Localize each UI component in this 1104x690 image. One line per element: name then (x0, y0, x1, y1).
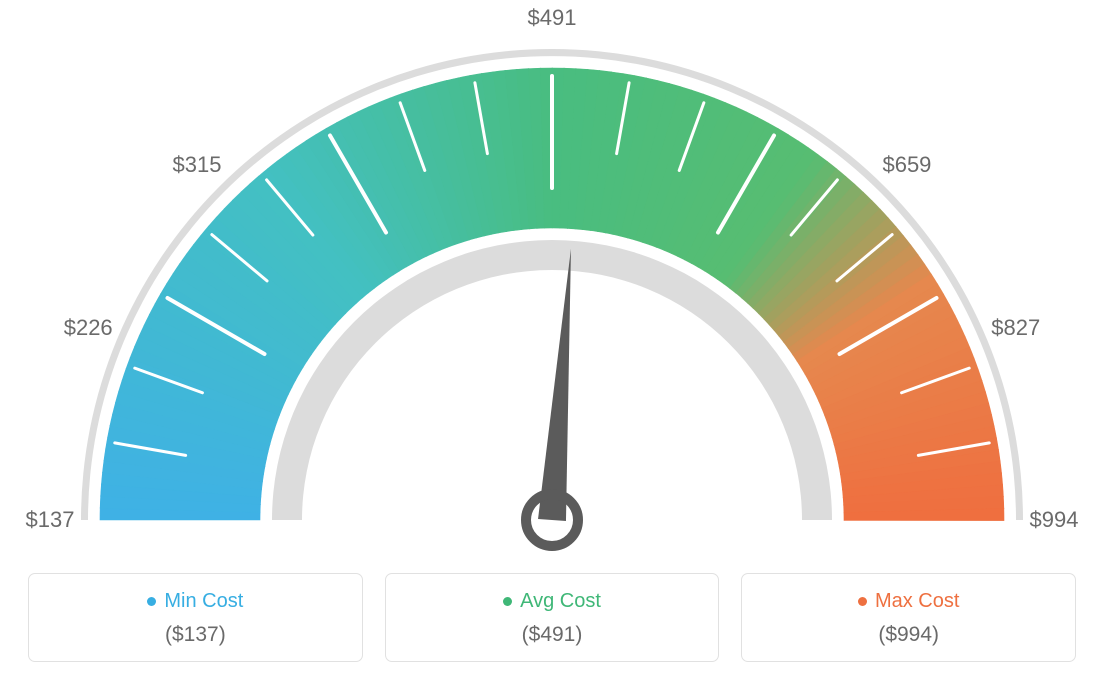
dot-icon (147, 597, 156, 606)
legend-card-avg: Avg Cost ($491) (385, 573, 720, 662)
dot-icon (503, 597, 512, 606)
gauge-svg (0, 0, 1104, 560)
legend-label: Avg Cost (520, 590, 601, 613)
scale-label: $827 (991, 315, 1040, 341)
legend-title-min: Min Cost (147, 590, 243, 613)
legend-card-max: Max Cost ($994) (741, 573, 1076, 662)
gauge-chart: $137 $226 $315 $491 $659 $827 $994 (0, 0, 1104, 560)
legend-title-avg: Avg Cost (503, 590, 601, 613)
legend-card-min: Min Cost ($137) (28, 573, 363, 662)
legend-row: Min Cost ($137) Avg Cost ($491) Max Cost… (0, 555, 1104, 690)
scale-label: $315 (173, 152, 222, 178)
legend-title-max: Max Cost (858, 590, 959, 613)
legend-value: ($491) (396, 623, 709, 647)
scale-label: $137 (26, 507, 75, 533)
scale-label: $659 (882, 152, 931, 178)
legend-value: ($137) (39, 623, 352, 647)
scale-label: $226 (64, 315, 113, 341)
legend-label: Max Cost (875, 590, 959, 613)
scale-label: $994 (1030, 507, 1079, 533)
dot-icon (858, 597, 867, 606)
legend-value: ($994) (752, 623, 1065, 647)
scale-label: $491 (528, 5, 577, 31)
legend-label: Min Cost (164, 590, 243, 613)
